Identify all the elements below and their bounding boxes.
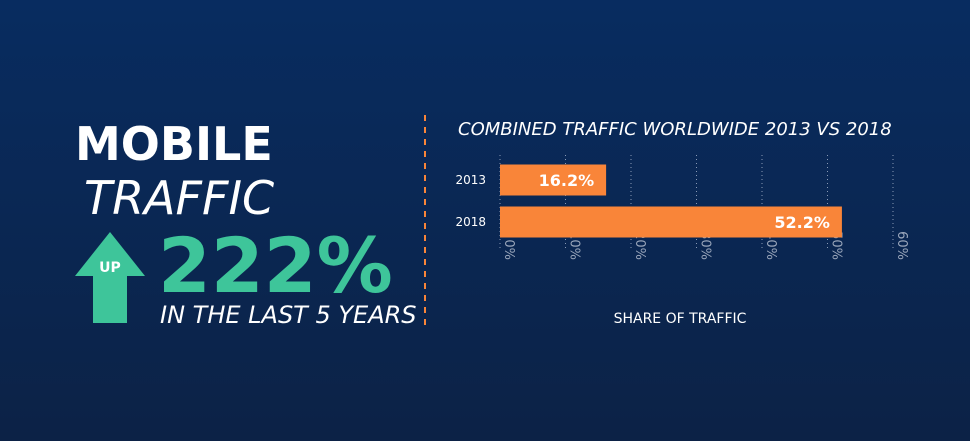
bar: [500, 164, 607, 196]
y-tick-label: 2018: [455, 215, 486, 229]
x-tick-label: 50%: [829, 231, 844, 260]
x-tick-label: 30%: [698, 231, 713, 260]
x-tick-label: 20%: [632, 231, 647, 260]
headline-line1: MOBILE: [75, 117, 273, 171]
arrow-label: UP: [99, 260, 121, 276]
value-label: 52.2%: [774, 213, 830, 232]
value-label: 16.2%: [539, 171, 595, 190]
headline-caption: IN THE LAST 5 YEARS: [160, 301, 417, 329]
x-tick-label: 0%: [501, 239, 516, 260]
headline-figure: 222%: [158, 221, 393, 310]
chart-title: COMBINED TRAFFIC WORLDWIDE 2013 VS 2018: [458, 119, 892, 140]
up-arrow: [75, 232, 145, 323]
x-axis-title: SHARE OF TRAFFIC: [614, 311, 747, 327]
x-tick-label: 60%: [894, 231, 909, 260]
bar: [500, 206, 842, 238]
x-tick-label: 40%: [763, 231, 778, 260]
y-tick-label: 2013: [455, 173, 486, 187]
headline-line2: TRAFFIC: [84, 171, 274, 225]
x-tick-label: 10%: [567, 231, 582, 260]
